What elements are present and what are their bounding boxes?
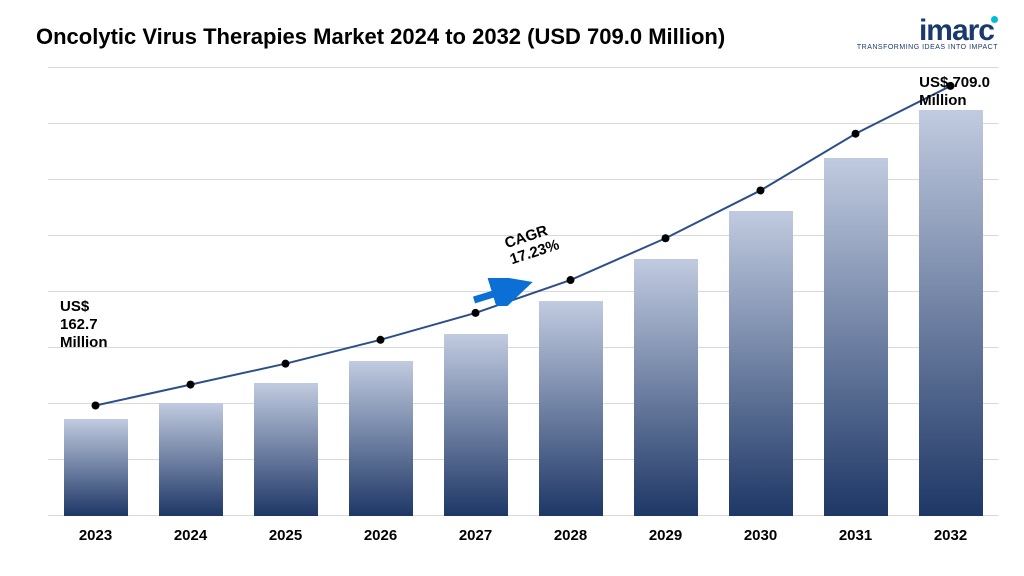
start-value-annotation: US$ 162.7 Million — [60, 298, 108, 352]
data-marker — [187, 381, 195, 389]
x-axis-label: 2030 — [713, 527, 808, 544]
brand-logo: imarc TRANSFORMING IDEAS INTO IMPACT — [857, 14, 998, 51]
end-value-annotation: US$ 709.0 Million — [919, 74, 990, 110]
data-marker — [282, 360, 290, 368]
x-axis-label: 2029 — [618, 527, 713, 544]
x-axis-label: 2031 — [808, 527, 903, 544]
x-axis-label: 2028 — [523, 527, 618, 544]
data-marker — [92, 401, 100, 409]
x-axis-label: 2025 — [238, 527, 333, 544]
data-marker — [662, 234, 670, 242]
logo-tagline: TRANSFORMING IDEAS INTO IMPACT — [857, 44, 998, 51]
chart-area: 2023202420252026202720282029203020312032… — [48, 68, 998, 544]
x-axis-label: 2026 — [333, 527, 428, 544]
x-axis-label: 2023 — [48, 527, 143, 544]
data-marker — [377, 336, 385, 344]
data-marker — [757, 186, 765, 194]
data-marker — [567, 276, 575, 284]
x-axis-label: 2024 — [143, 527, 238, 544]
x-axis-label: 2032 — [903, 527, 998, 544]
data-marker — [472, 309, 480, 317]
logo-dot-icon — [991, 16, 998, 23]
logo-text: imarc — [857, 14, 998, 48]
chart-title: Oncolytic Virus Therapies Market 2024 to… — [36, 24, 725, 50]
x-axis-label: 2027 — [428, 527, 523, 544]
cagr-arrow-icon — [468, 278, 538, 306]
data-marker — [852, 130, 860, 138]
x-axis-labels: 2023202420252026202720282029203020312032 — [48, 527, 998, 544]
